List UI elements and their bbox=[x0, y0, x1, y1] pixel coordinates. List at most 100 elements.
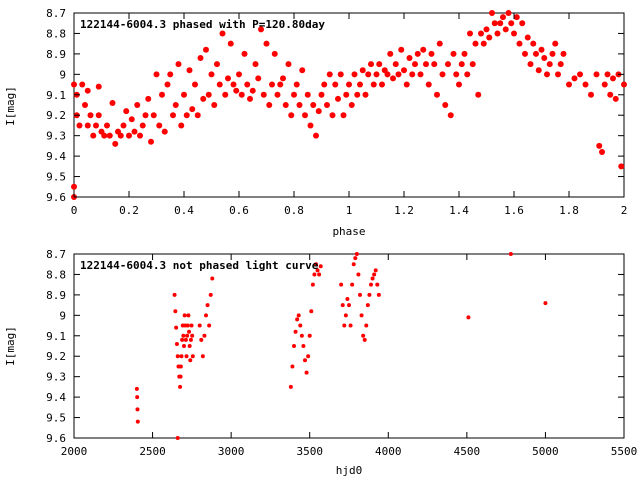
phased-data-point bbox=[555, 71, 561, 78]
phased-data-point bbox=[137, 132, 143, 139]
phased-data-point bbox=[321, 81, 328, 88]
phased-data-point bbox=[197, 54, 204, 61]
phased-data-point bbox=[203, 46, 209, 53]
unphased-data-point bbox=[290, 364, 295, 369]
unphased-data-point bbox=[190, 333, 195, 338]
unphased-data-point bbox=[293, 329, 298, 334]
phased-data-point bbox=[208, 71, 215, 78]
unphased-data-point bbox=[174, 341, 179, 346]
phased-data-point bbox=[277, 81, 284, 88]
phased-data-point bbox=[560, 50, 567, 57]
phased-data-point bbox=[497, 20, 504, 27]
unphased-data-point bbox=[314, 262, 318, 267]
phased-data-point bbox=[236, 71, 242, 78]
phased-data-point bbox=[406, 54, 413, 61]
phased-data-point bbox=[502, 26, 509, 33]
phased-data-point bbox=[269, 81, 275, 88]
phased-x-tick-label: 0.4 bbox=[174, 204, 194, 217]
unphased-data-point bbox=[359, 313, 364, 318]
unphased-data-point bbox=[181, 333, 186, 338]
phased-data-point bbox=[225, 75, 231, 82]
phased-data-point bbox=[285, 61, 292, 68]
unphased-data-points bbox=[134, 252, 548, 440]
phased-data-point bbox=[263, 40, 270, 47]
unphased-y-tick-label: 8.7 bbox=[46, 248, 66, 261]
unphased-y-tick-label: 9.4 bbox=[46, 391, 66, 404]
unphased-data-point bbox=[190, 354, 195, 359]
phased-data-point bbox=[266, 102, 273, 108]
phased-data-point bbox=[288, 112, 295, 119]
phased-x-tick-label: 1 bbox=[346, 204, 353, 217]
phased-x-tick-label: 0.8 bbox=[284, 204, 304, 217]
phased-data-point bbox=[582, 81, 589, 88]
phased-data-point bbox=[412, 61, 418, 68]
phased-data-point bbox=[472, 40, 479, 47]
phased-data-point bbox=[183, 112, 190, 119]
phased-data-point bbox=[458, 61, 465, 68]
phased-data-point bbox=[544, 71, 550, 78]
phased-data-point bbox=[612, 95, 619, 102]
phased-data-point bbox=[384, 71, 391, 78]
phased-data-point bbox=[139, 122, 146, 129]
phased-data-point bbox=[340, 112, 347, 119]
unphased-data-point bbox=[197, 323, 202, 328]
phased-data-point bbox=[453, 71, 460, 78]
unphased-data-point bbox=[345, 296, 350, 301]
phased-data-point bbox=[577, 71, 583, 78]
phased-y-tick-label: 8.7 bbox=[46, 7, 66, 20]
phased-data-point bbox=[376, 61, 383, 68]
phased-data-point bbox=[357, 81, 363, 88]
phased-data-point bbox=[282, 102, 289, 108]
unphased-x-axis-label: hjd0 bbox=[336, 464, 363, 477]
phased-data-point bbox=[172, 102, 179, 108]
phased-chart-title: 122144-6004.3 phased with P=120.80day bbox=[80, 18, 325, 31]
phased-data-point bbox=[186, 67, 193, 74]
phased-data-point bbox=[329, 112, 336, 119]
unphased-data-point bbox=[356, 272, 361, 277]
phased-data-point bbox=[205, 91, 212, 98]
unphased-data-point bbox=[301, 344, 306, 348]
phased-data-point bbox=[337, 71, 344, 78]
phased-data-point bbox=[181, 91, 187, 98]
phased-data-point bbox=[324, 102, 330, 108]
unphased-data-point bbox=[315, 268, 320, 273]
unphased-data-point bbox=[351, 262, 356, 267]
phased-data-point bbox=[549, 50, 556, 57]
phased-data-point bbox=[370, 81, 377, 88]
phased-data-point bbox=[423, 61, 429, 68]
phased-data-point bbox=[445, 61, 451, 68]
phased-data-point bbox=[76, 122, 83, 129]
unphased-data-point bbox=[207, 323, 212, 328]
phased-data-point bbox=[464, 71, 471, 78]
phased-data-point bbox=[541, 54, 548, 61]
unphased-data-point bbox=[178, 374, 183, 379]
phased-data-points bbox=[71, 10, 627, 200]
unphased-data-point bbox=[175, 354, 180, 359]
phased-data-point bbox=[475, 91, 482, 98]
phased-data-point bbox=[219, 30, 226, 37]
phased-y-tick-label: 9.2 bbox=[46, 109, 66, 122]
phased-data-point bbox=[343, 91, 350, 98]
unphased-data-point bbox=[202, 333, 207, 338]
phased-data-point bbox=[126, 132, 132, 139]
phased-x-tick-label: 0 bbox=[71, 204, 78, 217]
unphased-x-tick-label: 5000 bbox=[532, 445, 559, 458]
phased-data-point bbox=[238, 91, 245, 98]
phased-y-tick-label: 9.1 bbox=[46, 89, 66, 102]
phased-data-point bbox=[167, 71, 174, 78]
phased-y-tick-label: 9 bbox=[59, 68, 66, 81]
phased-data-point bbox=[142, 112, 149, 119]
phased-y-tick-label: 9.3 bbox=[46, 130, 66, 143]
unphased-data-point bbox=[367, 292, 372, 297]
phased-data-point bbox=[101, 132, 108, 139]
unphased-data-point bbox=[299, 333, 304, 338]
phased-data-point bbox=[296, 102, 303, 108]
phased-y-tick-label: 9.4 bbox=[46, 150, 66, 163]
phased-data-point bbox=[82, 102, 88, 108]
phased-y-tick-label: 8.8 bbox=[46, 27, 66, 40]
phased-data-point bbox=[79, 81, 86, 88]
phased-data-point bbox=[362, 91, 369, 98]
unphased-plot-frame bbox=[73, 253, 625, 439]
